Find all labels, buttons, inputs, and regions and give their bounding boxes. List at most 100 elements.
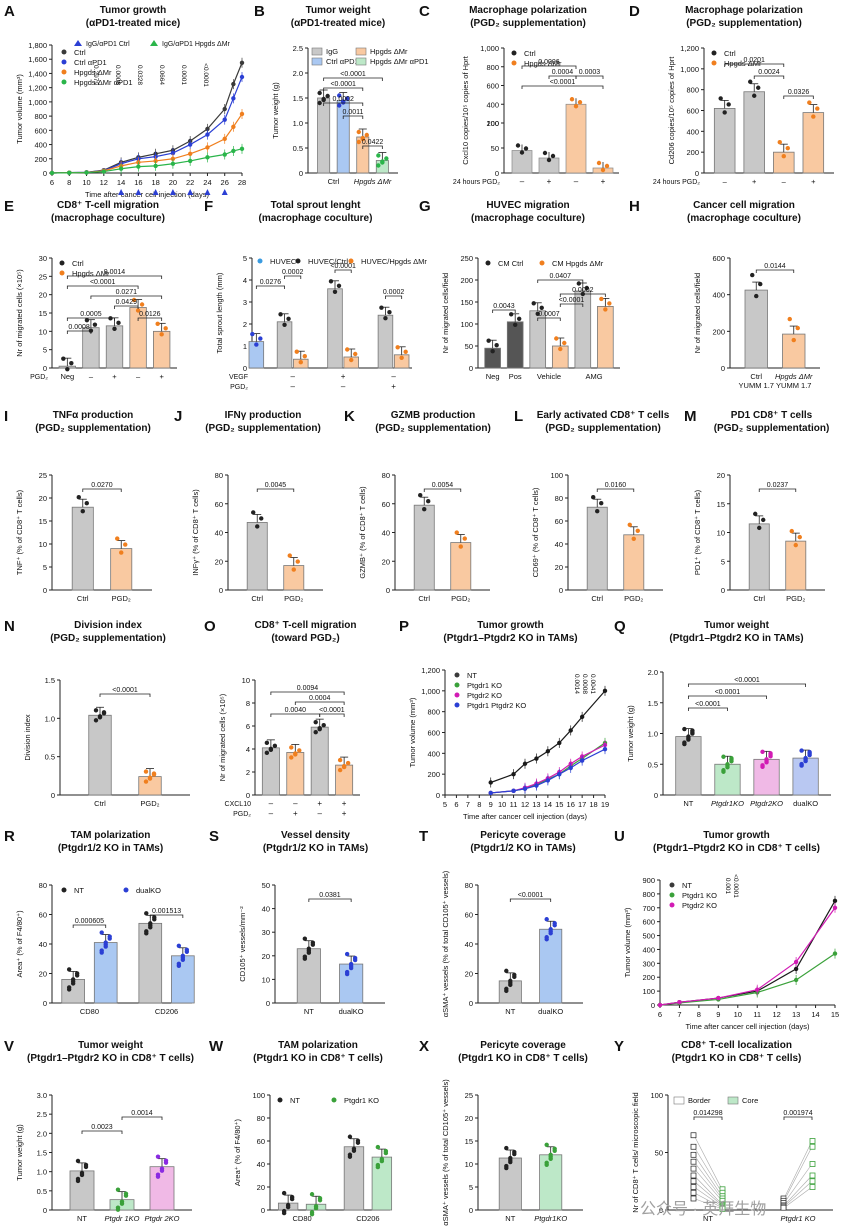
x-tick-label: PGD₂ xyxy=(112,594,131,603)
x-tick-label: PGD₂ xyxy=(451,594,470,603)
panel-subtitle: (Ptgdr1/2 KO in TAMs) xyxy=(263,843,368,854)
data-point xyxy=(422,506,427,512)
series-point xyxy=(716,995,721,1001)
y-tick-label: 5 xyxy=(243,254,247,263)
y-tick-label: 0 xyxy=(43,586,47,595)
panel-letter: F xyxy=(204,198,213,215)
data-point xyxy=(577,100,583,105)
y-tick-label: 0 xyxy=(469,999,473,1008)
series-point xyxy=(657,1002,663,1008)
p-value: 0.0094 xyxy=(297,685,319,692)
y-tick-label: 800 xyxy=(427,708,440,717)
p-value: 0.0014 xyxy=(104,269,126,276)
treatment-marker-icon xyxy=(204,189,211,195)
data-point xyxy=(74,971,80,976)
p-value: <0.0001 xyxy=(732,874,739,898)
y-tick-label: 0 xyxy=(386,586,390,595)
data-point xyxy=(84,317,90,323)
significance-bracket xyxy=(521,65,577,69)
data-point xyxy=(750,272,755,278)
panel-subtitle: (macrophage coculture) xyxy=(259,213,373,224)
legend-swatch xyxy=(61,887,67,893)
significance-bracket xyxy=(284,275,302,279)
legend-label: Ptgdr1 KO xyxy=(682,891,717,900)
y-tick-label: 700 xyxy=(642,904,655,913)
p-value: 0.0005 xyxy=(80,311,102,318)
y-tick-label: 200 xyxy=(642,973,655,982)
legend-swatch xyxy=(61,79,67,85)
data-point xyxy=(144,929,149,934)
panel-letter: T xyxy=(419,828,428,845)
data-point xyxy=(289,755,294,760)
significance-bracket xyxy=(753,75,785,79)
y-tick-label: 50 xyxy=(262,881,270,890)
p-value: 0.0326 xyxy=(788,89,810,96)
legend-swatch xyxy=(454,692,460,698)
x-tick-label: – xyxy=(269,799,274,808)
y-tick-label: 0 xyxy=(469,1206,473,1215)
data-point xyxy=(584,285,590,291)
legend-label: IgG/αPD1 Ctrl xyxy=(86,41,130,48)
y-axis-label: Tumor weight (g) xyxy=(271,82,280,139)
data-point xyxy=(403,349,408,354)
panel-title: PD1 CD8⁺ T cells xyxy=(731,410,813,421)
x-tick-label: – xyxy=(290,382,295,391)
data-point xyxy=(635,528,640,533)
data-point xyxy=(353,351,358,357)
data-point xyxy=(97,714,103,719)
data-point xyxy=(115,536,120,541)
data-point xyxy=(764,757,769,762)
x-tick-label: – xyxy=(574,177,579,186)
x-tick-label: dualKO xyxy=(538,1007,563,1016)
y-tick-label: 1.5 xyxy=(45,676,55,685)
data-point xyxy=(383,316,388,321)
x-tick-label: + xyxy=(317,799,322,808)
y-axis-label: Nr of migrated cells/field xyxy=(441,273,450,353)
legend-swatch xyxy=(331,1097,337,1103)
y-axis-label: GZMB⁺ (% of CD8⁺ T cells) xyxy=(358,486,367,579)
significance-bracket xyxy=(270,713,321,717)
y-axis-label: TNF⁺ (% of CD8⁺ T cells) xyxy=(15,489,24,575)
x-tick-label: + xyxy=(159,372,164,381)
legend-swatch xyxy=(311,57,323,66)
y-tick-label: 0.5 xyxy=(293,144,303,153)
y-tick-label: 2.0 xyxy=(293,69,303,78)
paired-line xyxy=(783,1140,813,1199)
data-point xyxy=(768,751,773,756)
panel-title: Vessel density xyxy=(281,830,350,841)
bar xyxy=(71,506,94,591)
y-axis-label: αSMA⁺ vessels (% of total CD105⁺ vessels… xyxy=(441,870,450,1017)
legend-label: Ptgdr1 Ptgdr2 KO xyxy=(467,701,526,710)
data-point xyxy=(512,972,517,978)
y-tick-label: 1 xyxy=(243,342,247,351)
bar xyxy=(105,325,124,369)
y-tick-label: 0 xyxy=(219,586,223,595)
data-point xyxy=(519,150,525,155)
significance-bracket xyxy=(323,102,364,106)
legend-swatch xyxy=(59,270,65,276)
data-point xyxy=(123,1191,129,1196)
significance-bracket xyxy=(66,330,92,334)
data-point xyxy=(356,129,361,135)
y-tick-label: 8 xyxy=(246,699,250,708)
data-point xyxy=(535,311,540,316)
y-tick-label: 2.0 xyxy=(648,668,658,677)
data-point xyxy=(295,559,300,564)
y-tick-label: 20 xyxy=(465,1114,473,1123)
data-point xyxy=(258,336,263,341)
x-tick-label: Ctrl xyxy=(591,594,603,603)
series-point xyxy=(488,790,493,796)
x-tick-label: – xyxy=(290,372,295,381)
y-tick-label: 800 xyxy=(686,86,699,95)
bar xyxy=(506,321,524,369)
bar xyxy=(286,752,305,796)
p-value: <0.0001 xyxy=(550,79,576,86)
y-tick-label: 200 xyxy=(486,119,499,128)
bar xyxy=(377,314,394,369)
y-tick-label: 800 xyxy=(34,112,47,121)
data-point xyxy=(380,159,385,164)
panel-title: Pericyte coverage xyxy=(480,1040,566,1051)
x-tick-label: Hpgds ΔMr xyxy=(354,177,392,186)
legend-swatch xyxy=(727,1096,739,1105)
p-value: 0.0002 xyxy=(333,96,355,103)
